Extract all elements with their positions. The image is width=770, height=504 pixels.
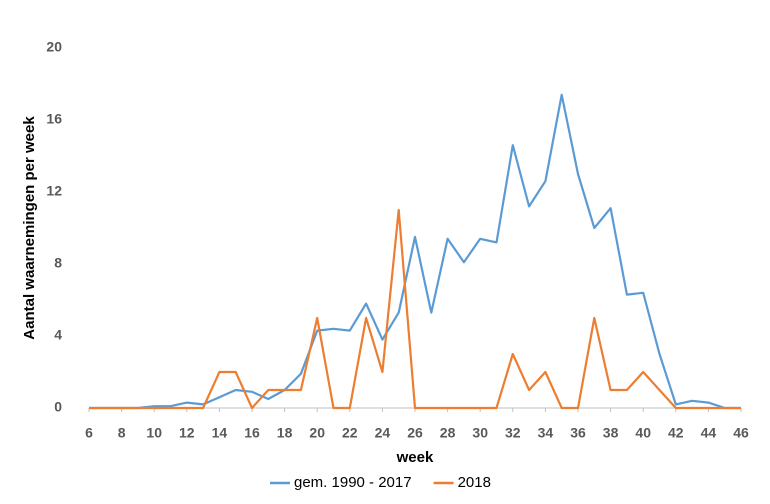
legend-label: 2018 bbox=[458, 474, 491, 491]
x-tick-label: 40 bbox=[635, 425, 651, 441]
x-tick-label: 24 bbox=[375, 425, 391, 441]
x-tick-label: 12 bbox=[179, 425, 195, 441]
x-tick-label: 42 bbox=[668, 425, 684, 441]
x-tick-label: 44 bbox=[701, 425, 717, 441]
y-tick-label: 20 bbox=[46, 39, 62, 55]
x-tick-label: 32 bbox=[505, 425, 521, 441]
y-tick-label: 16 bbox=[46, 111, 62, 127]
y-tick-label: 12 bbox=[46, 183, 62, 199]
x-tick-label: 30 bbox=[472, 425, 488, 441]
data-line bbox=[89, 208, 741, 410]
x-tick-label: 38 bbox=[603, 425, 619, 441]
y-tick-label: 0 bbox=[54, 399, 62, 415]
y-tick-label: 4 bbox=[54, 327, 62, 343]
x-tick-label: 22 bbox=[342, 425, 358, 441]
x-tick-label: 6 bbox=[85, 425, 93, 441]
x-tick-label: 28 bbox=[440, 425, 456, 441]
x-tick-label: 14 bbox=[212, 425, 228, 441]
x-tick-label: 34 bbox=[538, 425, 554, 441]
x-tick-label: 18 bbox=[277, 425, 293, 441]
legend-label: gem. 1990 - 2017 bbox=[294, 474, 412, 491]
x-tick-label: 46 bbox=[733, 425, 749, 441]
data-line bbox=[89, 93, 741, 410]
x-tick-label: 20 bbox=[309, 425, 325, 441]
y-axis-title: Aantal waarnemingen per week bbox=[21, 116, 38, 340]
x-axis-title: week bbox=[396, 449, 434, 466]
x-tick-label: 16 bbox=[244, 425, 260, 441]
x-tick-label: 8 bbox=[118, 425, 126, 441]
y-tick-label: 8 bbox=[54, 255, 62, 271]
x-tick-label: 26 bbox=[407, 425, 423, 441]
x-tick-label: 10 bbox=[146, 425, 162, 441]
x-tick-label: 36 bbox=[570, 425, 586, 441]
